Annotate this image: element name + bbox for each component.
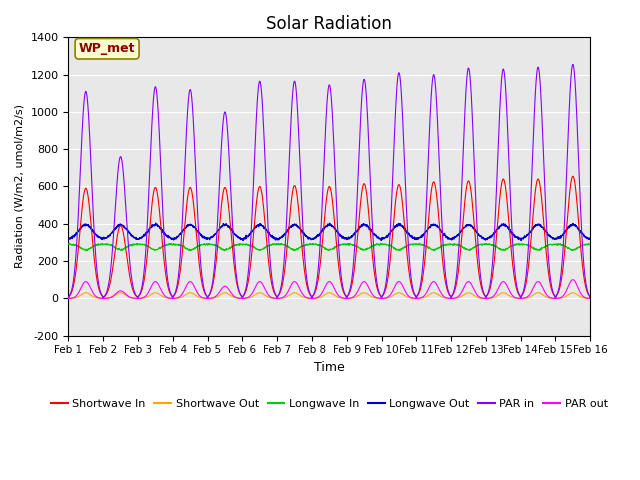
- Text: WP_met: WP_met: [79, 42, 135, 55]
- Legend: Shortwave In, Shortwave Out, Longwave In, Longwave Out, PAR in, PAR out: Shortwave In, Shortwave Out, Longwave In…: [47, 395, 612, 414]
- Y-axis label: Radiation (W/m2, umol/m2/s): Radiation (W/m2, umol/m2/s): [15, 105, 25, 268]
- X-axis label: Time: Time: [314, 361, 345, 374]
- Title: Solar Radiation: Solar Radiation: [266, 15, 392, 33]
